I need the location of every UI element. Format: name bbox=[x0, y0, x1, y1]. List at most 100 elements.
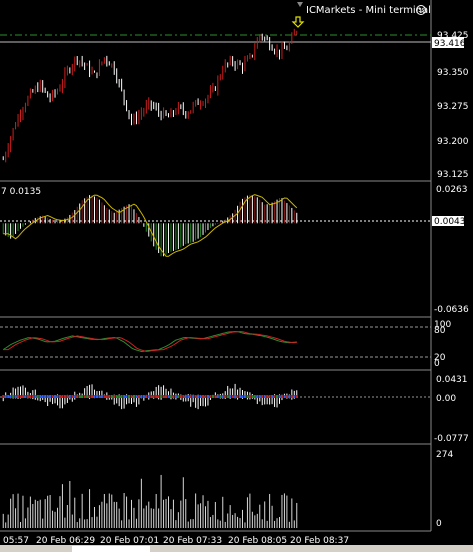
osc-dot bbox=[197, 395, 199, 398]
osc-dot bbox=[103, 395, 105, 398]
osc-dot bbox=[224, 395, 226, 398]
osc-dot bbox=[271, 395, 273, 398]
time-label: 20 Feb 08:37 bbox=[290, 536, 349, 546]
osc-dot bbox=[2, 395, 4, 398]
osc-dot bbox=[69, 395, 71, 398]
osc-dot bbox=[113, 395, 115, 398]
osc-dot bbox=[126, 395, 128, 398]
stochastic-lines[interactable] bbox=[3, 332, 297, 352]
price-candles[interactable] bbox=[3, 29, 297, 162]
osc-dot bbox=[57, 395, 59, 398]
osc-dot bbox=[264, 395, 266, 398]
osc-dot bbox=[71, 395, 73, 398]
price-tick: 93.350 bbox=[437, 68, 469, 78]
osc-dot bbox=[256, 395, 258, 398]
osc-dot bbox=[172, 395, 174, 398]
osc-dot bbox=[7, 395, 9, 398]
osc-dot bbox=[150, 395, 152, 398]
osc-dot bbox=[44, 395, 46, 398]
osc-dot bbox=[86, 395, 88, 398]
osc-dot bbox=[101, 395, 103, 398]
stoch-tick: 0 bbox=[434, 359, 440, 369]
osc-dot bbox=[39, 395, 41, 398]
osc-dot bbox=[283, 395, 285, 398]
osc-dot bbox=[266, 395, 268, 398]
osc-dot bbox=[27, 395, 29, 398]
osc-dot bbox=[98, 395, 100, 398]
osc-dot bbox=[177, 395, 179, 398]
osc-dot bbox=[12, 395, 14, 398]
osc-dot bbox=[34, 395, 36, 398]
macd-tick-top: 0.0263 bbox=[436, 185, 468, 195]
osc-dot bbox=[155, 395, 157, 398]
osc-dot bbox=[81, 395, 83, 398]
osc-dot bbox=[276, 395, 278, 398]
time-label: 20 Feb 06:29 bbox=[36, 536, 95, 546]
osc-tick: 0.00 bbox=[436, 394, 456, 404]
osc-dot bbox=[22, 395, 24, 398]
osc-dot bbox=[227, 395, 229, 398]
osc-dot bbox=[79, 395, 81, 398]
osc-dot bbox=[66, 395, 68, 398]
chart-shift-marker[interactable] bbox=[297, 2, 303, 7]
chart-tab-active[interactable] bbox=[72, 546, 150, 552]
volume-tick: 274 bbox=[436, 450, 453, 460]
time-label: 20 Feb 07:01 bbox=[100, 536, 159, 546]
osc-dot bbox=[232, 395, 234, 398]
osc-dot bbox=[163, 395, 165, 398]
osc-dot bbox=[106, 395, 108, 398]
osc-dot bbox=[37, 395, 39, 398]
osc-dot bbox=[138, 395, 140, 398]
osc-dot bbox=[288, 395, 290, 398]
osc-dot bbox=[222, 395, 224, 398]
osc-dot bbox=[182, 395, 184, 398]
osc-dot bbox=[94, 395, 96, 398]
osc-dot bbox=[123, 395, 125, 398]
down-arrow-icon[interactable] bbox=[293, 17, 303, 27]
osc-dot bbox=[229, 395, 231, 398]
osc-dot bbox=[140, 395, 142, 398]
osc-dot bbox=[259, 395, 261, 398]
price-tick: 93.275 bbox=[437, 102, 469, 112]
macd-histogram[interactable] bbox=[3, 195, 297, 257]
osc-tick: 0.0431 bbox=[436, 375, 468, 385]
osc-dot bbox=[20, 395, 22, 398]
osc-dot bbox=[61, 395, 63, 398]
osc-dot bbox=[209, 395, 211, 398]
osc-dot bbox=[96, 395, 98, 398]
osc-dot bbox=[237, 395, 239, 398]
osc-dot bbox=[165, 395, 167, 398]
osc-dot bbox=[291, 395, 293, 398]
osc-dot bbox=[187, 395, 189, 398]
osc-dot bbox=[89, 395, 91, 398]
osc-dot bbox=[47, 395, 49, 398]
osc-dot bbox=[133, 395, 135, 398]
chart-tab-strip[interactable] bbox=[0, 545, 473, 552]
osc-dot bbox=[234, 395, 236, 398]
osc-dot bbox=[281, 395, 283, 398]
osc-dot bbox=[108, 395, 110, 398]
osc-dot bbox=[29, 395, 31, 398]
osc-dot bbox=[261, 395, 263, 398]
current-price-label: 93.416 bbox=[434, 39, 466, 49]
window-title: ICMarkets - Mini terminal bbox=[306, 5, 431, 16]
volume-bars[interactable] bbox=[3, 475, 297, 528]
osc-dot bbox=[269, 395, 271, 398]
stoch-main-line bbox=[3, 332, 297, 352]
osc-dot bbox=[219, 395, 221, 398]
osc-dot bbox=[202, 395, 204, 398]
stoch-tick: 80 bbox=[434, 326, 446, 336]
osc-dot bbox=[251, 395, 253, 398]
osc-dot bbox=[244, 395, 246, 398]
osc-dot bbox=[168, 395, 170, 398]
osc-dot bbox=[190, 395, 192, 398]
osc-dot bbox=[160, 395, 162, 398]
osc-dot bbox=[91, 395, 93, 398]
osc-tick: -0.0777 bbox=[434, 434, 469, 444]
osc-dot bbox=[239, 395, 241, 398]
osc-dot bbox=[17, 395, 19, 398]
osc-dot bbox=[180, 395, 182, 398]
price-tick: 93.200 bbox=[437, 137, 469, 147]
osc-dot bbox=[59, 395, 61, 398]
